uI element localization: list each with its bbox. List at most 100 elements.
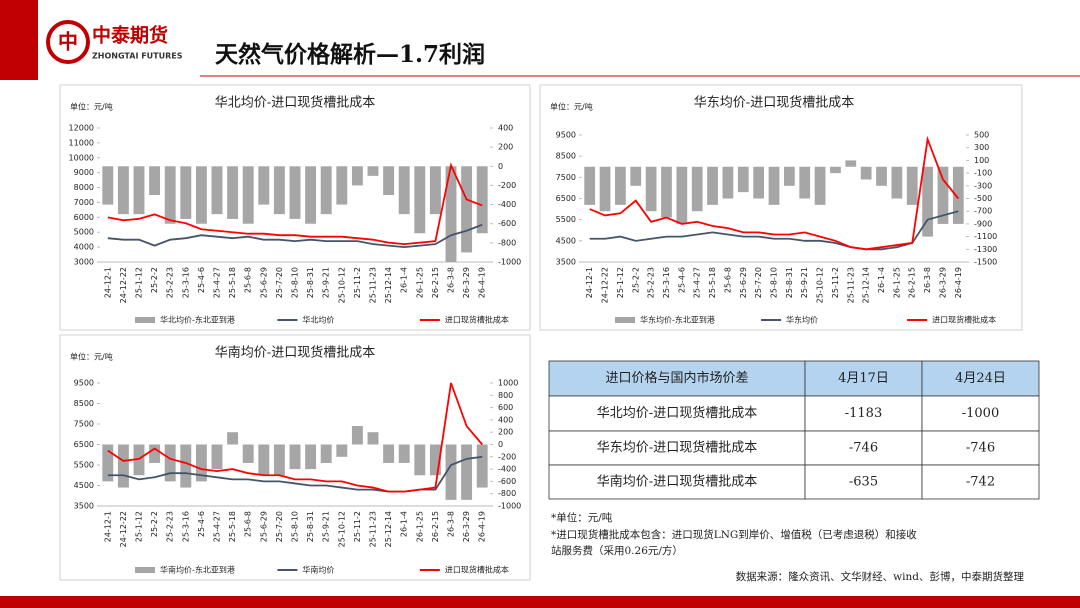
x-tick-label: 25-8-10 xyxy=(291,267,300,298)
y2-tick-label: -1500 xyxy=(974,258,997,267)
logo-mark: 中 xyxy=(58,30,78,54)
y-tick-label: 6500 xyxy=(556,194,576,203)
x-tick-label: 26-2-15 xyxy=(431,511,440,542)
bar xyxy=(799,166,811,199)
x-tick-label: 25-1-12 xyxy=(616,267,625,298)
y2-tick-label: -1000 xyxy=(498,502,521,511)
x-tick-label: 25-9-21 xyxy=(322,267,331,298)
y2-tick-label: -1100 xyxy=(974,232,997,241)
bar xyxy=(149,444,161,463)
source: 数据来源：隆众资讯、文华财经、wind、彭博，中泰期货整理 xyxy=(736,570,1025,583)
legend-swatch xyxy=(135,567,155,573)
x-tick-label: 25-10-12 xyxy=(337,267,346,303)
table-cell xyxy=(921,360,1040,397)
bar xyxy=(227,166,239,219)
table-cell xyxy=(548,430,806,466)
note: *单位：元/吨 xyxy=(551,511,613,524)
x-tick-label: 25-9-21 xyxy=(322,511,331,542)
y-tick-label: 5500 xyxy=(556,215,576,224)
legend-label: 进口现货槽批成本 xyxy=(445,565,509,575)
line xyxy=(589,210,959,251)
legend-label: 华东均价-东北亚到港 xyxy=(640,315,715,325)
x-tick-label: 25-6-8 xyxy=(723,267,732,293)
table-text: -1183 xyxy=(845,406,882,421)
x-tick-label: 25-4-6 xyxy=(197,511,206,537)
bar xyxy=(952,166,964,224)
bar xyxy=(461,444,473,500)
line xyxy=(107,223,483,249)
legend-swatch xyxy=(615,317,635,323)
x-tick-label: 25-2-23 xyxy=(166,267,175,298)
bar xyxy=(227,432,239,445)
bar xyxy=(860,166,872,180)
y2-tick-label: -200 xyxy=(498,181,516,190)
x-tick-label: 25-7-20 xyxy=(275,267,284,298)
y2-tick-label: -600 xyxy=(498,477,516,486)
x-tick-label: 25-5-18 xyxy=(708,267,717,298)
bar xyxy=(383,444,395,463)
bar xyxy=(320,166,332,215)
legend-label: 华北均价 xyxy=(302,315,334,325)
x-tick-label: 26-1-4 xyxy=(400,267,409,293)
table-cell xyxy=(921,395,1040,432)
unit-label: 单位：元/吨 xyxy=(70,102,113,112)
x-tick-label: 25-2-23 xyxy=(166,511,175,542)
y-tick-label: 3000 xyxy=(74,258,94,267)
y2-tick-label: -700 xyxy=(974,207,992,216)
x-tick-label: 25-3-16 xyxy=(181,267,190,298)
x-tick-label: 24-12-1 xyxy=(103,511,112,542)
x-tick-label: 26-3-8 xyxy=(447,267,456,293)
bar xyxy=(117,444,129,488)
bar xyxy=(102,166,114,205)
y-tick-label: 5500 xyxy=(74,461,94,470)
x-tick-label: 25-3-16 xyxy=(181,511,190,542)
bar xyxy=(351,166,363,186)
bar xyxy=(476,166,488,234)
x-tick-label: 26-3-29 xyxy=(938,267,947,298)
bar xyxy=(211,444,223,470)
bar xyxy=(768,166,780,205)
x-tick-label: 25-6-8 xyxy=(244,267,253,293)
chart-title: 华北均价-进口现货槽批成本 xyxy=(215,95,375,111)
logo xyxy=(46,20,90,64)
table-header: 4月24日 xyxy=(955,371,1006,386)
x-tick-label: 26-4-19 xyxy=(478,267,487,298)
bar xyxy=(258,444,270,476)
legend-label: 华南均价 xyxy=(302,565,334,575)
side-stripe xyxy=(0,0,38,80)
y-tick-label: 4500 xyxy=(74,481,94,490)
y-tick-label: 4000 xyxy=(74,243,94,252)
y-tick-label: 8500 xyxy=(74,399,94,408)
table-header: 4月17日 xyxy=(838,371,889,386)
bar xyxy=(336,166,348,205)
bar xyxy=(336,444,348,457)
table-cell xyxy=(804,430,923,466)
bar xyxy=(117,166,129,215)
table-text: -1000 xyxy=(962,406,999,421)
bar xyxy=(814,166,826,205)
y-tick-label: 6000 xyxy=(74,213,94,222)
bar xyxy=(615,166,626,205)
bar xyxy=(211,166,223,215)
y-tick-label: 3500 xyxy=(556,258,576,267)
x-tick-label: 26-1-25 xyxy=(415,511,424,542)
x-tick-label: 26-4-19 xyxy=(954,267,963,298)
bar xyxy=(722,166,734,199)
table-cell xyxy=(548,395,806,432)
x-tick-label: 26-1-25 xyxy=(415,267,424,298)
bar xyxy=(351,426,363,445)
x-tick-label: 26-2-15 xyxy=(908,267,917,298)
legend-label: 华南均价-东北亚到港 xyxy=(160,565,235,575)
bar xyxy=(830,166,841,174)
x-tick-label: 25-8-31 xyxy=(306,511,315,542)
y2-tick-label: -300 xyxy=(974,181,992,190)
line xyxy=(107,382,483,493)
bar xyxy=(753,166,765,199)
y2-tick-label: -400 xyxy=(498,200,516,209)
y2-tick-label: 1000 xyxy=(498,379,518,388)
table-header: 进口价格与国内市场价差 xyxy=(605,370,748,386)
chart-frame xyxy=(539,84,1023,331)
legend-swatch xyxy=(135,317,155,323)
x-tick-label: 25-1-12 xyxy=(135,511,144,542)
